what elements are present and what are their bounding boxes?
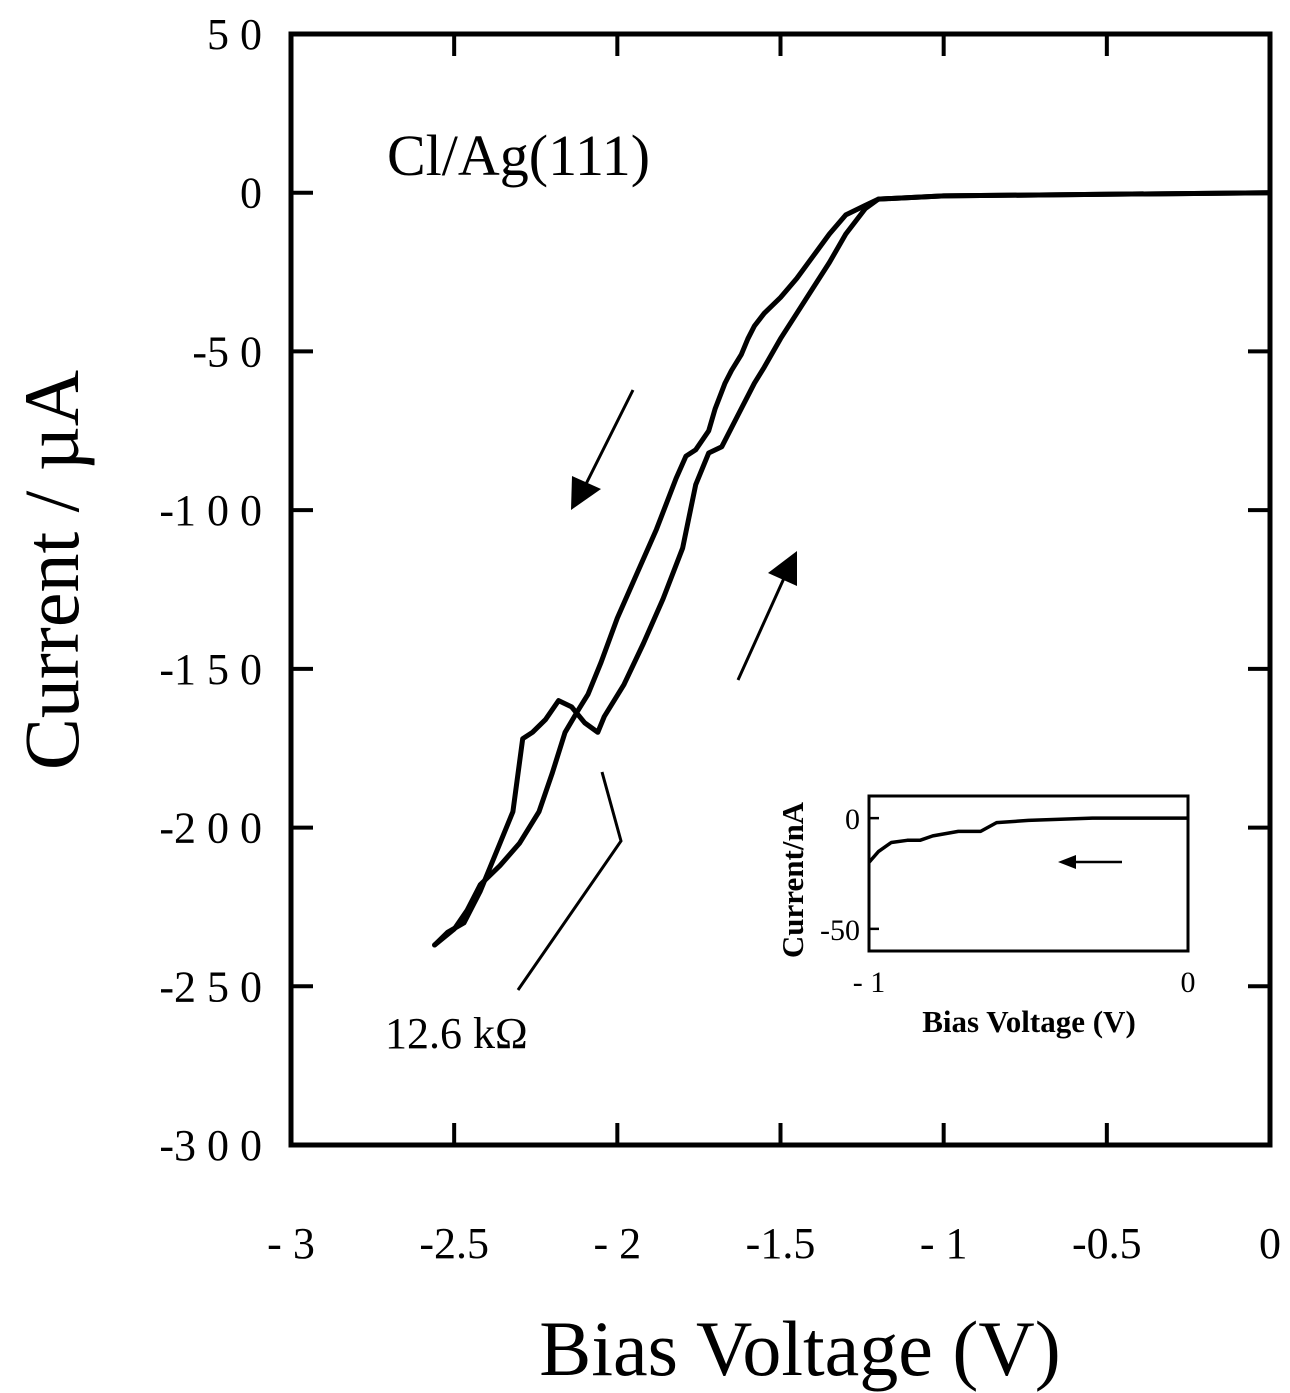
resistance-pointer [516, 771, 623, 991]
inset-y-tick-label: 0 [845, 803, 860, 836]
y-axis-title: Current / µA [8, 370, 95, 770]
x-tick-label: -2.5 [419, 1219, 489, 1268]
series-line-1 [432, 190, 1273, 948]
y-tick-label: -3 0 0 [159, 1121, 262, 1170]
inset-y-tick-label: -50 [820, 914, 860, 947]
inset-tick-labels: - 1 0 0 -50 [820, 803, 1196, 999]
inset-x-tick-label: - 1 [853, 966, 886, 999]
x-axis-title: Bias Voltage (V) [539, 1305, 1060, 1392]
inset-series-group [867, 816, 1188, 864]
x-tick-label: - 3 [267, 1219, 315, 1268]
y-tick-label: -1 5 0 [159, 645, 262, 694]
inset-x-axis-title: Bias Voltage (V) [922, 1004, 1136, 1039]
main-series-group [432, 190, 1273, 948]
inset-series-line [867, 816, 1188, 864]
sweep-up-arrow [736, 551, 797, 681]
annotation-resistance: 12.6 kΩ [385, 1009, 528, 1058]
main-axis-ticks [289, 32, 1272, 1147]
inset-axis-ticks [869, 816, 879, 931]
inset-x-tick-label: 0 [1181, 966, 1196, 999]
y-tick-label: -2 0 0 [159, 804, 262, 853]
series-line-2 [432, 190, 1273, 948]
inset-y-axis-title: Current/nA [775, 801, 810, 958]
main-tick-labels: - 3 -2.5 - 2 -1.5 - 1 -0.5 0 5 0 0 -5 0 -1 0 0 -1 5… [159, 10, 1281, 1268]
y-tick-label: 5 0 [207, 10, 262, 59]
x-tick-label: - 2 [594, 1219, 642, 1268]
y-tick-label: 0 [240, 169, 262, 218]
inset-direction-arrow [1058, 855, 1122, 869]
annotation-sample: Cl/Ag(111) [387, 123, 650, 188]
sweep-down-arrow [571, 389, 635, 510]
y-tick-label: -1 0 0 [159, 486, 262, 535]
x-tick-label: -0.5 [1072, 1219, 1142, 1268]
y-tick-label: -2 5 0 [159, 962, 262, 1011]
y-tick-label: -5 0 [192, 327, 262, 376]
x-tick-label: -1.5 [746, 1219, 816, 1268]
x-tick-label: - 1 [920, 1219, 968, 1268]
x-tick-label: 0 [1259, 1219, 1281, 1268]
